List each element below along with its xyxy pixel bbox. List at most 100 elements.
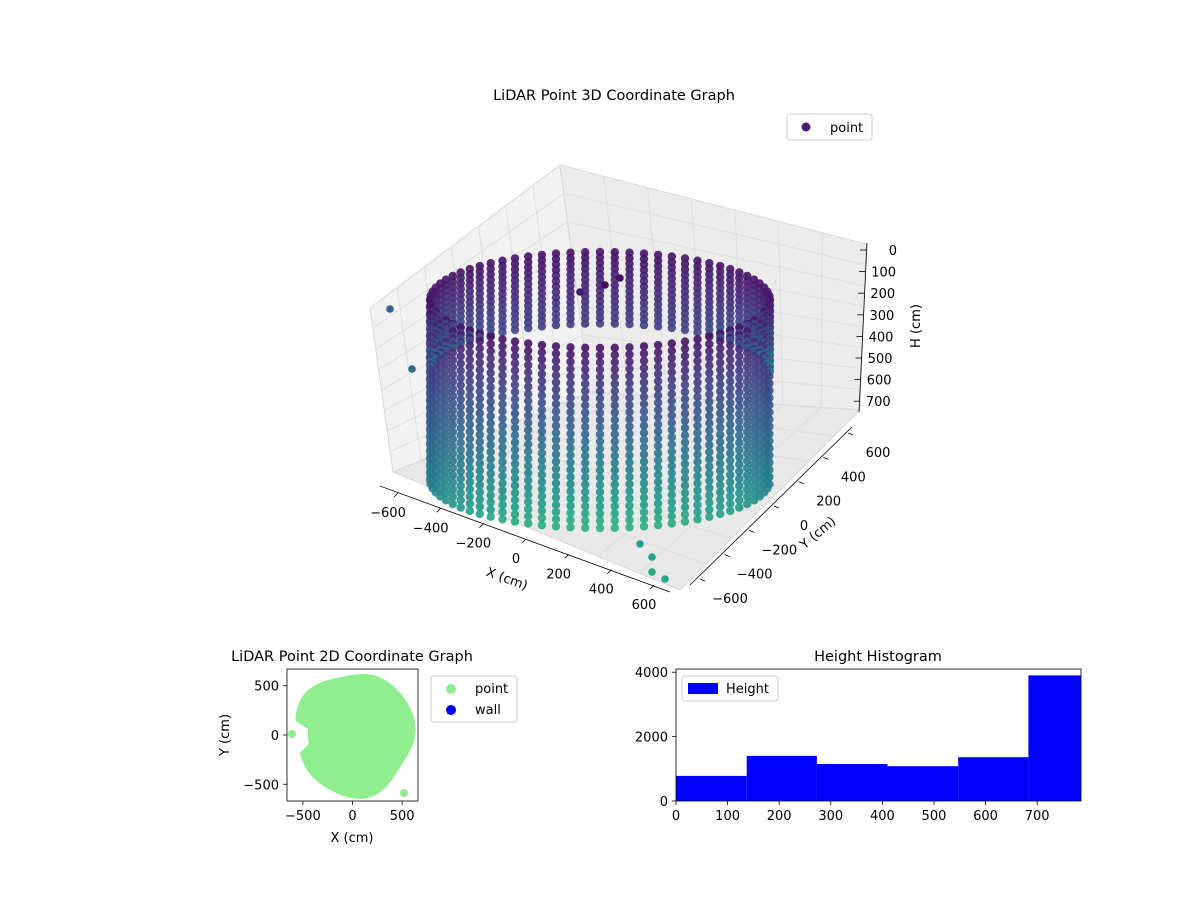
cloud-point [667, 483, 676, 492]
cloud-point [726, 449, 735, 458]
cloud-point [716, 444, 725, 454]
cloud-point [486, 419, 495, 428]
x-tick-label-3d: 0 [512, 552, 520, 567]
cloud-point [465, 492, 474, 501]
cloud-point [639, 507, 649, 517]
cloud-point [716, 351, 725, 360]
cloud-point [595, 423, 605, 432]
cloud-point [716, 488, 725, 497]
x-tick-3d [521, 538, 527, 544]
cloud-point [610, 401, 619, 410]
cloud-point [653, 477, 663, 487]
grid-line [556, 401, 745, 540]
cloud-point [498, 414, 507, 423]
cloud-point [456, 395, 465, 404]
cloud-point [610, 430, 619, 439]
cloud-point [551, 371, 561, 380]
cloud-point [625, 386, 634, 395]
cloud-point [510, 387, 520, 397]
cloud-point [537, 420, 547, 429]
cloud-point [456, 481, 465, 491]
cloud-point [524, 396, 533, 406]
cloud-point [524, 360, 533, 370]
cloud-point [693, 457, 702, 466]
cloud-point [653, 398, 663, 407]
cloud-point [510, 438, 520, 447]
cloud-point [726, 456, 735, 465]
cloud-point [465, 506, 474, 516]
cloud-point [486, 447, 495, 457]
cloud-point [475, 459, 484, 468]
cloud-point [743, 413, 752, 422]
cloud-point [524, 454, 533, 463]
cloud-point [537, 456, 547, 465]
cloud-point [475, 336, 484, 346]
cloud-point [610, 379, 619, 388]
cloud-point [524, 468, 533, 478]
cloud-point [465, 427, 474, 436]
chart-2d-ticks: −500 0 500 500 0 −500 [243, 680, 414, 824]
cloud-point [551, 385, 561, 394]
cloud-point [498, 328, 507, 337]
histogram-x-tick-label: 200 [767, 809, 792, 824]
cloud-point [667, 382, 676, 391]
cloud-point [537, 434, 547, 443]
cloud-point [448, 499, 457, 509]
cloud-point [610, 444, 619, 453]
cloud-point [625, 350, 634, 359]
cloud-point [475, 495, 484, 504]
cloud-point [653, 434, 663, 443]
cloud-point [625, 487, 634, 496]
cloud-point [716, 437, 725, 447]
cloud-point [498, 407, 507, 416]
x-axis-label-2d: X (cm) [331, 831, 374, 846]
cloud-point [636, 540, 644, 548]
cloud-point [456, 503, 465, 512]
x-tick-label-3d: 400 [589, 583, 614, 598]
cloud-point [653, 520, 663, 530]
cloud-point [735, 380, 744, 390]
cloud-point [581, 473, 590, 482]
cloud-point [551, 349, 561, 358]
cloud-point [456, 452, 465, 462]
cloud-point [610, 350, 619, 360]
cloud-point [716, 480, 725, 490]
cloud-point [456, 352, 465, 361]
cloud-point [693, 515, 702, 524]
cloud-point [510, 409, 520, 418]
cloud-point [705, 476, 714, 485]
cloud-point [498, 399, 507, 409]
cloud-point [693, 392, 702, 402]
cloud-point [537, 506, 547, 515]
cloud-point [735, 503, 744, 512]
cloud-point [595, 401, 605, 410]
cloud-point [524, 504, 533, 514]
cloud-point [456, 373, 465, 383]
cloud-point [743, 348, 752, 357]
cloud-point [595, 509, 605, 518]
cloud-point [705, 419, 714, 428]
cloud-point [551, 421, 561, 430]
cloud-point [498, 435, 507, 445]
cloud-point [667, 454, 676, 463]
cloud-point [653, 391, 663, 400]
z-tick-label-3d: 600 [867, 374, 892, 389]
cloud-point [537, 441, 547, 451]
cloud-point [551, 399, 561, 409]
cloud-point [680, 337, 690, 346]
cloud-point [693, 428, 702, 438]
cloud-point [735, 474, 744, 483]
y-tick-label-2d: 500 [254, 680, 279, 695]
cloud-point [486, 440, 495, 449]
cloud-point [581, 430, 590, 439]
cloud-point [448, 435, 457, 444]
cloud-point [524, 476, 533, 485]
cloud-point [551, 392, 561, 401]
cloud-point [486, 354, 495, 363]
cloud-point [735, 352, 744, 361]
cloud-point [667, 346, 676, 355]
cloud-point [726, 506, 735, 516]
cloud-point [551, 378, 561, 387]
cloud-point [667, 368, 676, 377]
cloud-point [680, 387, 690, 397]
